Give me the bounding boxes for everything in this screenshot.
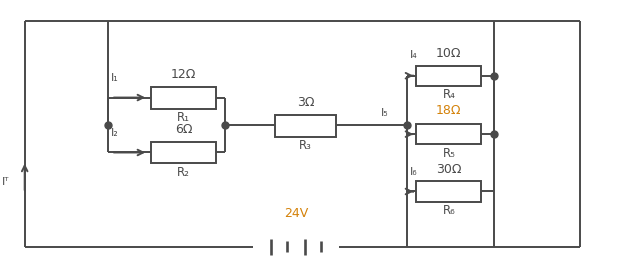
Text: I₂: I₂ xyxy=(111,128,119,138)
Text: 6Ω: 6Ω xyxy=(175,123,193,136)
Text: R₆: R₆ xyxy=(442,204,455,217)
Text: R₄: R₄ xyxy=(442,88,455,102)
Text: R₅: R₅ xyxy=(442,147,455,160)
Text: I₁: I₁ xyxy=(111,73,119,83)
Text: I₆: I₆ xyxy=(410,167,418,177)
Bar xyxy=(151,87,216,109)
Bar xyxy=(275,115,336,137)
Bar xyxy=(416,124,481,144)
Bar xyxy=(151,142,216,163)
Bar xyxy=(416,181,481,202)
Text: Iᵀ: Iᵀ xyxy=(2,177,9,187)
Text: I₅: I₅ xyxy=(381,108,389,118)
Text: I₄: I₄ xyxy=(410,50,418,60)
Text: 24V: 24V xyxy=(284,207,308,220)
Text: 18Ω: 18Ω xyxy=(436,104,462,117)
Text: 12Ω: 12Ω xyxy=(171,68,196,81)
Bar xyxy=(416,66,481,86)
Text: 30Ω: 30Ω xyxy=(436,163,462,176)
Text: R₁: R₁ xyxy=(177,111,190,124)
Text: 3Ω: 3Ω xyxy=(297,96,314,109)
Text: 10Ω: 10Ω xyxy=(436,47,462,60)
Text: R₂: R₂ xyxy=(177,166,190,179)
Text: R₃: R₃ xyxy=(299,139,312,152)
